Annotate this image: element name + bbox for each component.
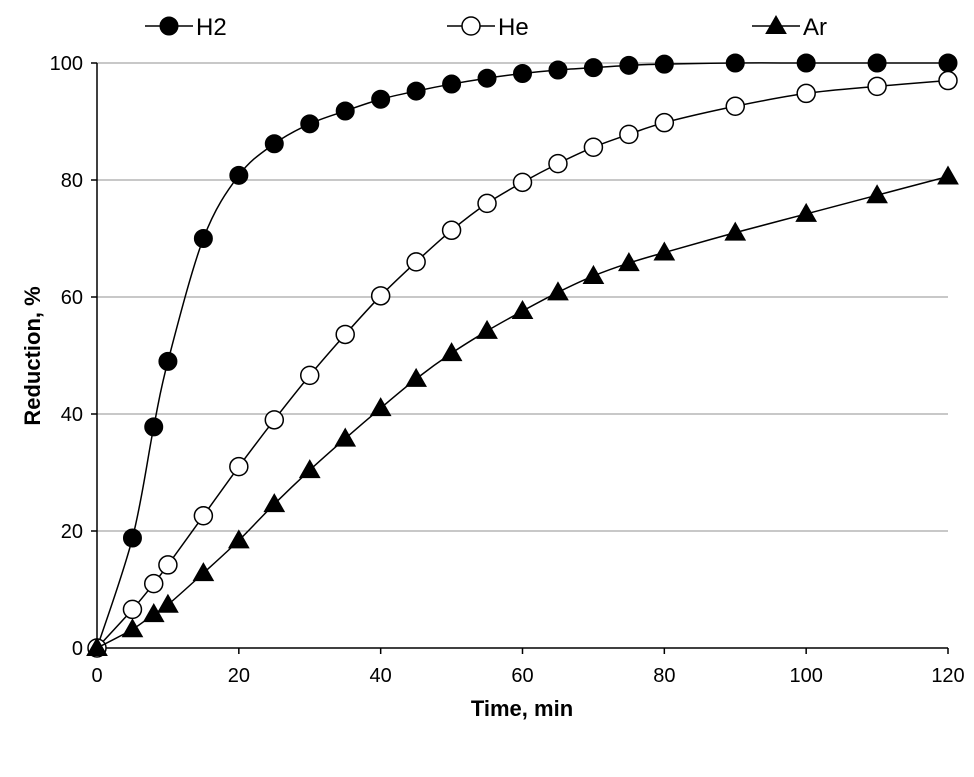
point-ar-15 (192, 562, 215, 582)
series-ar (86, 165, 959, 656)
point-ar-80 (653, 241, 676, 261)
point-ar-8 (142, 603, 165, 623)
point-h2-25 (264, 134, 284, 154)
y-tick-label-100: 100 (50, 53, 83, 75)
point-he-35 (335, 324, 355, 345)
legend-marker-he (461, 16, 481, 36)
axes (91, 62, 949, 654)
gridlines (97, 62, 948, 532)
point-h2-60 (513, 64, 532, 84)
legend-label-ar: Ar (803, 14, 827, 41)
point-ar-100 (795, 202, 818, 222)
point-ar-90 (724, 221, 747, 241)
point-he-10 (158, 555, 178, 575)
series-line-he (96, 79, 949, 649)
legend-marker-h2 (159, 16, 179, 36)
y-axis-title: Reduction, % (20, 286, 45, 425)
tick-labels: 0 20 40 60 80 100 0 20 40 60 80 100 120 (50, 53, 965, 687)
point-he-50 (441, 220, 462, 241)
x-tick-label-60: 60 (511, 665, 533, 687)
point-ar-60 (511, 300, 534, 320)
point-he-80 (654, 112, 675, 133)
point-h2-20 (229, 165, 249, 185)
point-ar-50 (440, 342, 463, 362)
x-axis-title: Time, min (471, 696, 573, 721)
point-he-25 (264, 410, 285, 430)
point-h2-80 (654, 54, 674, 74)
series-h2 (87, 53, 958, 658)
x-tick-label-0: 0 (91, 665, 102, 687)
point-h2-5 (122, 528, 142, 548)
point-h2-55 (477, 68, 497, 88)
y-tick-label-40: 40 (61, 404, 83, 426)
series-line-ar (96, 175, 949, 649)
point-he-55 (477, 193, 497, 214)
point-he-75 (619, 124, 639, 145)
point-h2-90 (725, 53, 745, 73)
point-ar-55 (476, 319, 498, 339)
point-ar-10 (157, 593, 179, 613)
point-h2-40 (371, 89, 391, 109)
series-layer (86, 53, 959, 658)
point-ar-65 (547, 281, 569, 301)
x-tick-label-80: 80 (653, 665, 675, 687)
point-he-5 (122, 599, 143, 620)
x-tick-label-100: 100 (789, 665, 822, 687)
y-tick-label-0: 0 (72, 638, 83, 660)
point-ar-70 (582, 264, 605, 284)
point-he-60 (512, 172, 533, 193)
legend-label-h2: H2 (196, 14, 227, 41)
point-h2-10 (158, 351, 178, 371)
legend: H2 He Ar (145, 14, 827, 41)
point-ar-25 (263, 493, 286, 513)
point-h2-65 (548, 60, 568, 80)
point-h2-110 (867, 53, 887, 73)
point-he-65 (548, 153, 568, 174)
point-h2-120 (938, 53, 958, 73)
x-tick-label-120: 120 (931, 665, 964, 687)
point-ar-0 (86, 636, 108, 656)
point-h2-100 (796, 53, 816, 73)
point-h2-15 (193, 229, 213, 248)
point-he-120 (938, 70, 958, 91)
point-he-20 (229, 456, 249, 477)
point-ar-110 (866, 184, 888, 204)
point-he-90 (725, 96, 745, 117)
point-ar-40 (369, 397, 392, 417)
legend-marker-ar (765, 14, 787, 34)
point-h2-8 (144, 417, 164, 437)
y-tick-label-60: 60 (61, 287, 83, 309)
series-he (87, 70, 958, 658)
point-h2-70 (583, 58, 603, 78)
point-h2-45 (406, 81, 426, 101)
point-he-100 (796, 83, 816, 104)
point-h2-50 (442, 74, 462, 94)
point-h2-35 (335, 101, 355, 121)
point-he-40 (370, 286, 391, 306)
point-he-30 (300, 365, 320, 386)
point-ar-20 (227, 529, 250, 549)
series-line-h2 (96, 62, 948, 649)
point-he-15 (193, 506, 214, 526)
point-ar-5 (121, 618, 144, 638)
point-ar-30 (298, 459, 321, 479)
point-he-45 (406, 252, 426, 272)
point-ar-75 (618, 252, 640, 272)
point-h2-30 (300, 114, 320, 134)
y-tick-label-80: 80 (61, 170, 83, 192)
point-he-70 (583, 137, 604, 157)
point-h2-75 (619, 55, 639, 75)
point-ar-120 (937, 165, 959, 185)
point-he-110 (867, 76, 887, 97)
point-ar-35 (334, 427, 357, 447)
point-ar-45 (405, 367, 427, 387)
x-tick-label-40: 40 (370, 665, 392, 687)
y-tick-label-20: 20 (61, 521, 83, 543)
point-he-8 (143, 573, 164, 594)
x-tick-label-20: 20 (228, 665, 250, 687)
legend-label-he: He (498, 14, 529, 41)
